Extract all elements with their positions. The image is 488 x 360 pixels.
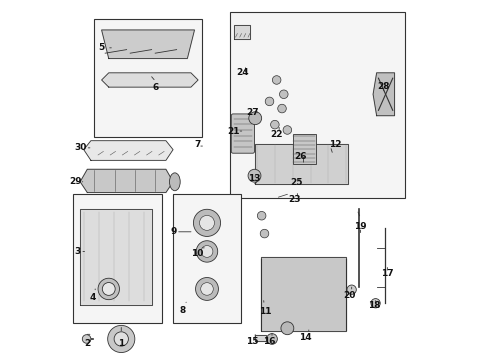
Text: 13: 13 [247, 174, 260, 183]
Circle shape [247, 169, 261, 182]
Polygon shape [255, 336, 265, 342]
Polygon shape [83, 141, 173, 160]
Text: 6: 6 [152, 83, 158, 92]
Circle shape [193, 209, 220, 237]
Bar [173, 194, 241, 323]
Text: 26: 26 [294, 152, 306, 161]
Text: 9: 9 [171, 227, 177, 236]
Text: 17: 17 [380, 269, 393, 278]
Text: 3: 3 [74, 247, 81, 256]
Circle shape [114, 332, 128, 346]
Text: 4: 4 [89, 293, 96, 302]
Polygon shape [372, 73, 394, 116]
Text: 25: 25 [289, 178, 302, 187]
Text: 12: 12 [329, 140, 341, 149]
Polygon shape [102, 30, 194, 59]
Circle shape [196, 241, 217, 262]
Text: 15: 15 [245, 337, 258, 346]
Polygon shape [255, 144, 347, 184]
Polygon shape [80, 169, 173, 193]
Circle shape [277, 104, 285, 113]
Polygon shape [80, 208, 151, 305]
Bar [73, 194, 162, 323]
Text: 2: 2 [84, 339, 90, 348]
Text: 19: 19 [353, 222, 366, 231]
Text: 18: 18 [367, 301, 379, 310]
Circle shape [257, 211, 265, 220]
Text: 22: 22 [270, 130, 283, 139]
Circle shape [199, 215, 214, 230]
Circle shape [107, 325, 135, 352]
Text: 5: 5 [98, 43, 104, 52]
Circle shape [102, 283, 115, 296]
FancyBboxPatch shape [231, 114, 254, 153]
Text: 30: 30 [74, 143, 86, 152]
Text: 7: 7 [194, 140, 200, 149]
Bar [94, 19, 201, 137]
Text: 28: 28 [376, 82, 388, 91]
Text: 23: 23 [287, 195, 300, 204]
Text: 1: 1 [118, 339, 124, 348]
Circle shape [200, 283, 213, 295]
Circle shape [82, 335, 91, 343]
Circle shape [260, 229, 268, 238]
Circle shape [370, 298, 380, 308]
Text: 24: 24 [236, 68, 248, 77]
Text: 16: 16 [263, 337, 275, 346]
Circle shape [264, 97, 273, 106]
Text: 21: 21 [226, 127, 239, 136]
Text: 10: 10 [191, 249, 203, 258]
Bar [292, 134, 315, 164]
Polygon shape [233, 24, 249, 39]
Circle shape [346, 285, 356, 294]
Text: 29: 29 [69, 177, 81, 186]
Text: 11: 11 [259, 307, 271, 316]
Circle shape [279, 90, 287, 99]
Text: 14: 14 [298, 333, 311, 342]
Circle shape [281, 322, 293, 335]
Bar [230, 12, 405, 198]
Circle shape [248, 112, 261, 125]
Circle shape [201, 246, 212, 257]
Circle shape [270, 120, 279, 129]
Circle shape [266, 334, 277, 344]
Circle shape [195, 278, 218, 300]
Circle shape [283, 126, 291, 134]
Polygon shape [102, 73, 198, 87]
Text: 8: 8 [180, 306, 186, 315]
Text: 27: 27 [245, 108, 258, 117]
Ellipse shape [169, 173, 180, 191]
Polygon shape [260, 257, 346, 331]
Circle shape [272, 76, 281, 84]
Text: 20: 20 [343, 291, 355, 300]
Circle shape [98, 278, 119, 300]
